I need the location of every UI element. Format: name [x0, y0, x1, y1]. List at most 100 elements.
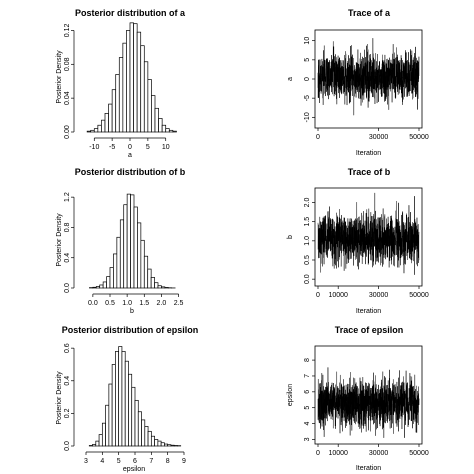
histogram-bar: [170, 444, 175, 447]
y-axis-label: b: [287, 235, 294, 239]
panel-title: Posterior distribution of epsilon: [62, 325, 199, 335]
histogram-bar: [144, 426, 149, 447]
histogram-bars: [89, 193, 176, 289]
y-tick-label: 6: [304, 390, 311, 394]
x-axis: 0 10000 30000 50000: [316, 286, 429, 299]
histogram-bar: [131, 386, 136, 447]
x-tick-label: 1.5: [139, 300, 149, 307]
y-tick-label: 0.4: [64, 376, 71, 386]
histogram-bar: [128, 373, 133, 447]
panel-trace-a: Trace of a 0 30000 50000 -10 -5 0 5 10 Iterati…: [287, 8, 429, 157]
y-tick-label: 0.4: [64, 253, 71, 263]
y-tick-label: 0.2: [64, 408, 71, 418]
histogram-bar: [164, 443, 169, 447]
histogram-bar: [95, 440, 100, 447]
histogram-bar: [101, 422, 106, 447]
histogram-bar: [129, 22, 134, 133]
y-tick-label: 8: [304, 358, 311, 362]
histogram-bar: [115, 74, 120, 133]
histogram-bar: [86, 130, 92, 133]
trace-line: [317, 367, 420, 438]
histogram-bar: [143, 61, 149, 133]
y-tick-label: 0.0: [304, 274, 311, 284]
x-tick-label: 3: [84, 458, 88, 465]
histogram-bar: [154, 282, 159, 289]
y-axis-label: a: [287, 77, 294, 81]
trace-path: [317, 367, 420, 438]
histogram-bar: [160, 442, 165, 447]
y-tick-label: 0.00: [64, 125, 71, 139]
x-tick-label: 10000: [328, 450, 348, 457]
y-axis: 0.0 0.5 1.0 1.5 2.0: [304, 198, 315, 284]
histogram-bar: [147, 79, 152, 133]
x-tick-label: 50000: [409, 292, 429, 299]
y-tick-label: 0.0: [64, 441, 71, 451]
histogram-bar: [157, 440, 162, 447]
histogram-bar: [150, 277, 155, 289]
x-tick-label: 50000: [409, 134, 429, 141]
histogram-bar: [167, 444, 172, 447]
y-tick-label: 0.6: [64, 343, 71, 353]
histogram-bar: [172, 130, 177, 133]
x-axis-label: Iteration: [356, 308, 381, 315]
histogram-bar: [158, 118, 163, 133]
y-tick-label: -5: [304, 95, 311, 101]
histogram-bar: [134, 399, 139, 447]
x-tick-label: 0: [316, 134, 320, 141]
y-axis: 0.0 0.4 0.8 1.2: [64, 192, 75, 293]
trace-line: [317, 192, 420, 275]
histogram-bar: [137, 411, 142, 447]
y-tick-label: 7: [304, 374, 311, 378]
histogram-bar: [161, 286, 166, 289]
histogram-bar: [147, 268, 152, 289]
histogram-bar: [143, 255, 149, 289]
y-tick-label: 1.0: [304, 236, 311, 246]
histogram-bar: [115, 351, 120, 447]
histogram-bar: [140, 45, 145, 133]
x-tick-label: 30000: [369, 450, 389, 457]
x-axis-label: b: [130, 308, 134, 315]
plot-frame: [314, 345, 423, 445]
x-axis: -10 -5 0 5 10: [89, 137, 170, 151]
histogram-bar: [111, 89, 117, 133]
x-tick-label: 2.5: [174, 300, 184, 307]
histogram-bar: [151, 95, 156, 133]
y-axis-label: Posterior Density: [56, 213, 63, 267]
y-tick-label: 0.12: [64, 24, 71, 38]
x-tick-label: 5: [117, 458, 121, 465]
y-tick-label: 10: [304, 37, 311, 45]
histogram-bar: [99, 284, 104, 289]
panel-title: Trace of epsilon: [335, 325, 404, 335]
histogram-bar: [108, 383, 113, 447]
histogram-bar: [164, 287, 169, 289]
histogram-bar: [141, 419, 146, 447]
histogram-bar: [92, 444, 97, 447]
histogram-bar: [126, 30, 131, 133]
panel-title: Posterior distribution of b: [75, 167, 186, 177]
histogram-bar: [126, 193, 131, 289]
y-tick-label: -10: [304, 112, 311, 122]
panel-trace-epsilon: Trace of epsilon 0 10000 30000 50000 3 4 5 6 7 8…: [287, 325, 429, 472]
plot-frame: [314, 187, 423, 287]
panel-title: Trace of b: [348, 167, 391, 177]
histogram-bar: [98, 434, 103, 447]
histogram-bar: [123, 204, 128, 289]
y-tick-label: 0.5: [304, 255, 311, 265]
x-axis: 0 10000 30000 50000: [316, 444, 429, 457]
y-tick-label: 2.0: [304, 198, 311, 208]
histogram-bar: [116, 236, 121, 289]
x-axis-label: Iteration: [356, 465, 381, 472]
y-axis: 0.00 0.04 0.08 0.12: [64, 24, 75, 139]
histogram-bar: [104, 113, 109, 133]
y-axis: -10 -5 0 5 10: [304, 37, 315, 122]
panel-title: Trace of a: [348, 8, 391, 18]
histogram-bar: [150, 435, 155, 447]
histogram-bar: [147, 430, 152, 447]
x-tick-label: 10000: [328, 292, 348, 299]
x-tick-label: 5: [146, 144, 150, 151]
x-tick-label: 0.0: [88, 300, 98, 307]
histogram-bar: [133, 206, 138, 289]
x-axis: 0 30000 50000: [316, 128, 429, 141]
histogram-bar: [140, 239, 145, 289]
x-tick-label: 30000: [369, 134, 389, 141]
